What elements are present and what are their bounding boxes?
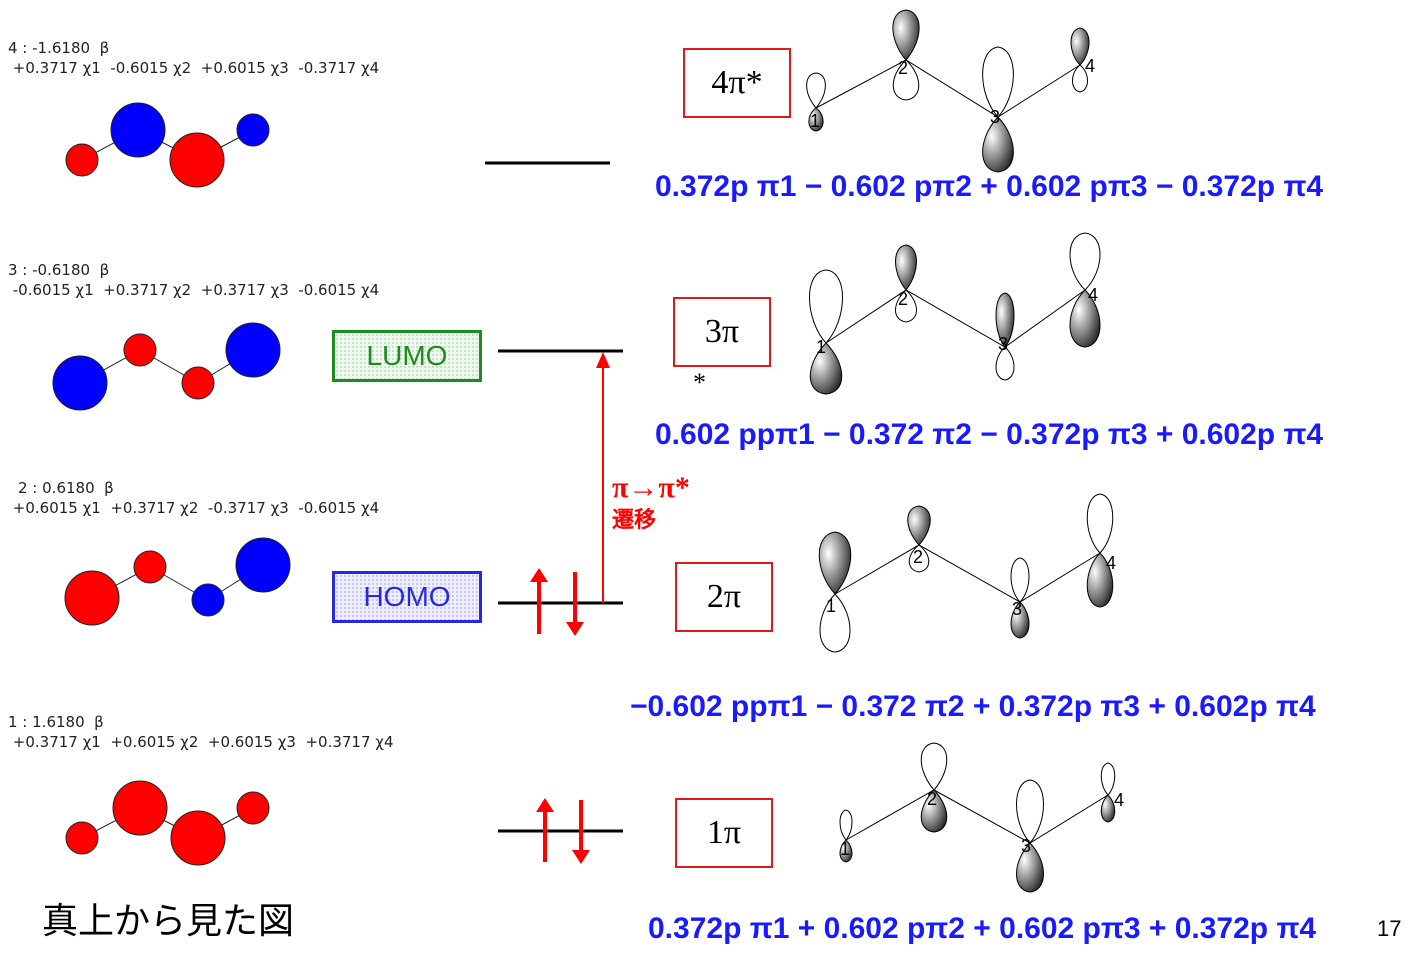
top-view-mo2 <box>64 537 291 626</box>
atom-num: 1 <box>826 596 836 616</box>
formula-4pi: 0.372p π1 − 0.602 pπ2 + 0.602 pπ3 − 0.37… <box>655 170 1324 203</box>
orbital-label-2pi: 2π <box>675 562 773 632</box>
transition-line2: 遷移 <box>612 508 657 533</box>
lobes-4pi <box>806 9 1090 173</box>
mo2-energy: 2 : 0.6180 β <box>18 479 114 497</box>
formula-2pi: −0.602 ppπ1 − 0.372 π2 + 0.372p π3 + 0.6… <box>630 690 1316 723</box>
mo4-coefficients: +0.3717 χ1 -0.6015 χ2 +0.6015 χ3 -0.3717… <box>8 59 380 77</box>
electron-pair-homo <box>530 568 584 636</box>
mo3-energy: 3 : -0.6180 β <box>8 261 110 279</box>
atom-num: 1 <box>840 839 850 859</box>
orbital-label-4pi: 4π* <box>683 48 791 118</box>
atom-num: 2 <box>898 289 908 309</box>
electron-pair-1pi <box>536 798 590 864</box>
mo2-coefficients: +0.6015 χ1 +0.3717 χ2 -0.3717 χ3 -0.6015… <box>8 499 380 517</box>
mo3-coefficients: -0.6015 χ1 +0.3717 χ2 +0.3717 χ3 -0.6015… <box>8 281 380 299</box>
atom-num: 1 <box>816 337 826 357</box>
top-view-mo3 <box>52 322 281 411</box>
top-view-mo1 <box>65 780 270 866</box>
atom-num: 3 <box>1012 599 1022 619</box>
atom-num: 3 <box>998 334 1008 354</box>
top-view-mo4 <box>65 102 270 188</box>
mo1-energy: 1 : 1.6180 β <box>8 713 104 731</box>
atom-num: 4 <box>1085 56 1095 76</box>
lobes-3pi <box>809 232 1101 395</box>
mo1-coefficients: +0.3717 χ1 +0.6015 χ2 +0.6015 χ3 +0.3717… <box>8 733 394 751</box>
page-number: 17 <box>1377 916 1402 941</box>
orbital-label-3pi: 3π <box>673 297 771 367</box>
lumo-tag: LUMO <box>332 330 482 382</box>
atom-num: 1 <box>810 111 820 131</box>
transition-arrow <box>596 352 610 603</box>
orbital-label-1pi: 1π <box>675 798 773 868</box>
atom-num: 4 <box>1088 285 1098 305</box>
mo4-energy: 4 : -1.6180 β <box>8 39 110 57</box>
atom-num: 4 <box>1106 553 1116 573</box>
atom-num: 2 <box>927 789 937 809</box>
atom-number-labels: 1 2 3 4 1 2 3 4 1 2 3 4 1 2 3 4 <box>810 56 1124 859</box>
caption: 真上から見た図 <box>42 901 295 942</box>
transition-label: π→π* 遷移 <box>612 468 690 536</box>
atom-num: 3 <box>1021 836 1031 856</box>
atom-num: 2 <box>913 547 923 567</box>
atom-num: 4 <box>1114 790 1124 810</box>
lobes-2pi <box>818 493 1114 653</box>
formula-3pi: 0.602 ppπ1 − 0.372 π2 − 0.372p π3 + 0.60… <box>655 418 1324 451</box>
lobes-1pi <box>839 742 1116 893</box>
homo-tag: HOMO <box>332 571 482 623</box>
atom-num: 2 <box>898 58 908 78</box>
formula-1pi: 0.372p π1 + 0.602 pπ2 + 0.602 pπ3 + 0.37… <box>648 912 1317 945</box>
atom-num: 3 <box>990 107 1000 127</box>
orbital-label-3pi-star: * <box>693 368 706 397</box>
transition-line1: π→π* <box>612 471 690 504</box>
